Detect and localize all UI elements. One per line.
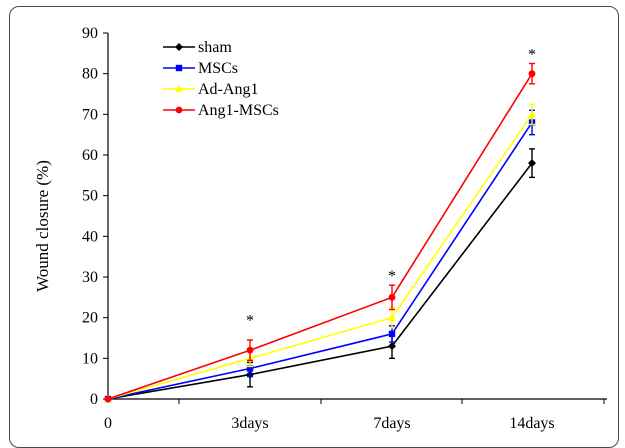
marker-square — [175, 64, 183, 72]
annotations: * * * — [246, 46, 536, 329]
significance-star: * — [388, 268, 396, 285]
series-line — [107, 113, 533, 400]
marker-triangle — [388, 313, 396, 321]
y-tick-label: 30 — [82, 269, 98, 286]
y-tick-label: 60 — [82, 147, 98, 164]
marker-triangle — [175, 85, 183, 93]
y-tick-label: 10 — [82, 350, 98, 367]
series-line — [107, 122, 533, 400]
wound-closure-chart: Wound closure (%) 0 10 20 30 40 50 60 70 80 90 0 3… — [33, 25, 607, 432]
series-layer — [104, 62, 536, 403]
x-tick-label: 7days — [373, 415, 410, 432]
series-ang1-mscs — [104, 62, 536, 403]
marker-circle — [528, 70, 536, 78]
x-tick-label: 3days — [231, 415, 268, 432]
marker-square — [246, 365, 254, 372]
marker-circle — [175, 106, 183, 114]
chart-frame — [9, 6, 619, 448]
marker-circle — [104, 395, 112, 403]
legend-item: MSCs — [163, 60, 238, 77]
legend-item: sham — [163, 39, 232, 56]
legend-label: MSCs — [198, 60, 238, 77]
marker-diamond — [388, 342, 396, 351]
x-tick-label: 14days — [509, 415, 554, 432]
legend-label: Ad-Ang1 — [198, 81, 258, 98]
y-tick-label: 80 — [82, 66, 98, 83]
marker-triangle — [528, 110, 536, 118]
series-mscs — [104, 109, 536, 403]
significance-star: * — [246, 313, 254, 330]
series-sham — [104, 148, 536, 403]
marker-diamond — [175, 43, 183, 51]
y-tick-label: 20 — [82, 310, 98, 327]
y-tick-label: 0 — [90, 391, 98, 408]
x-tick-label: 0 — [104, 415, 112, 432]
axes — [107, 33, 607, 400]
legend-label: Ang1-MSCs — [198, 102, 279, 119]
marker-diamond — [528, 159, 536, 168]
series-line — [107, 73, 533, 400]
legend-item: Ad-Ang1 — [163, 81, 258, 98]
series-ad-ang1 — [104, 103, 536, 403]
y-tick-label: 70 — [82, 106, 98, 123]
y-ticks: 0 10 20 30 40 50 60 70 80 90 — [82, 25, 108, 408]
y-tick-label: 50 — [82, 188, 98, 205]
marker-circle — [388, 293, 396, 301]
marker-square — [388, 330, 396, 338]
x-ticks: 0 3days 7days 14days — [104, 399, 605, 432]
legend: sham MSCs Ad-Ang1 Ang1-MSCs — [163, 39, 279, 119]
legend-label: sham — [198, 39, 232, 56]
significance-star: * — [528, 46, 536, 63]
y-tick-label: 40 — [82, 228, 98, 245]
y-tick-label: 90 — [82, 25, 98, 42]
legend-item: Ang1-MSCs — [163, 102, 279, 119]
y-axis-label: Wound closure (%) — [33, 160, 52, 292]
series-line — [107, 162, 533, 400]
marker-circle — [246, 346, 254, 354]
